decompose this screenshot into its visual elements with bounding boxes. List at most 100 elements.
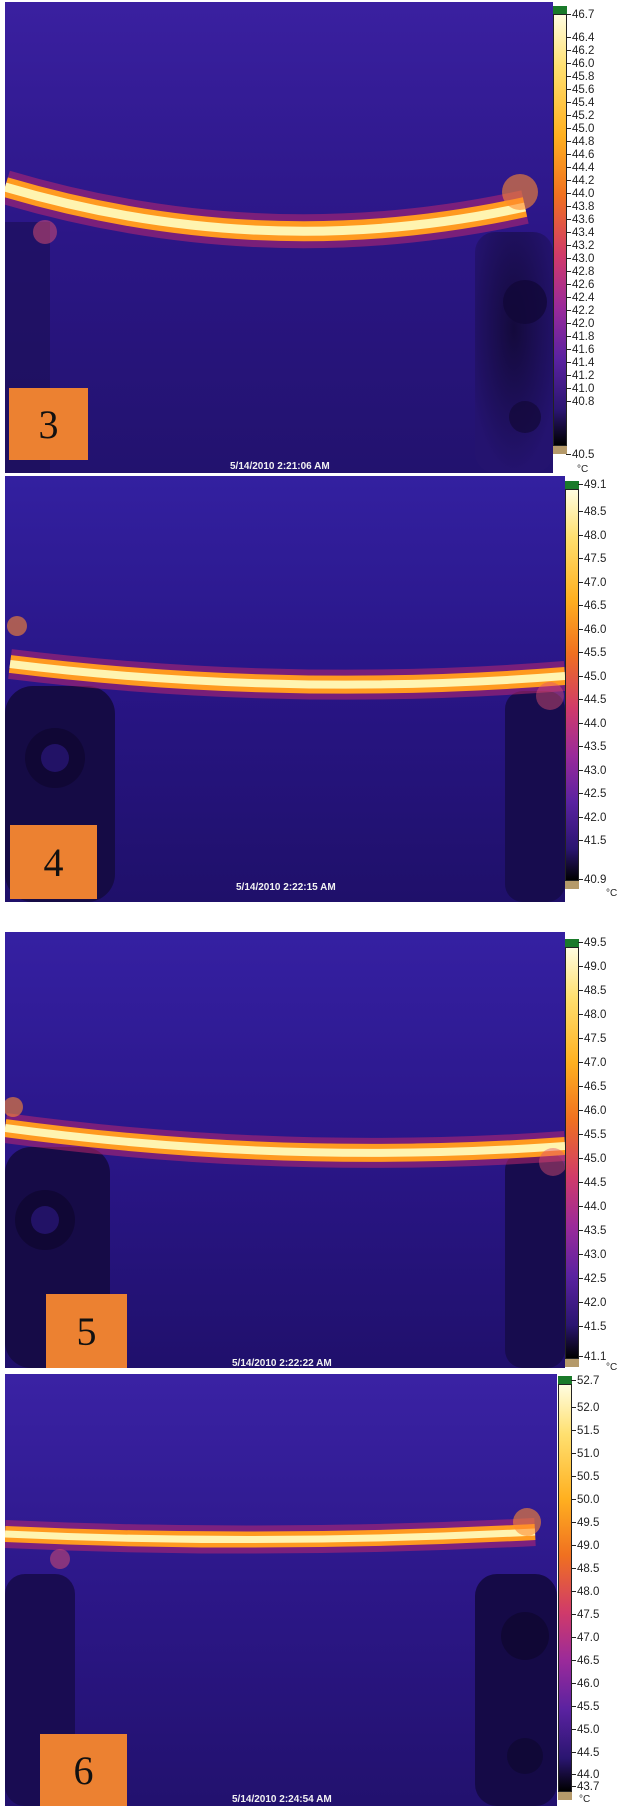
- scale-tick: 41.5: [578, 835, 606, 848]
- scale-tick: 49.5: [571, 1517, 599, 1530]
- scale-tick: 51.5: [571, 1425, 599, 1438]
- scale-top-marker: [553, 6, 567, 14]
- scale-tick: 42.5: [578, 1273, 606, 1286]
- thermal-panel-6: 6 5/14/2010 2:24:54 AM 52.7 52.0 51.5 51…: [0, 1374, 624, 1806]
- scale-tick: 49.0: [571, 1540, 599, 1553]
- scale-tick: 43.4: [566, 227, 594, 240]
- scale-tick: 44.0: [571, 1769, 599, 1782]
- scale-top-marker: [565, 939, 579, 947]
- scale-tick: 41.1: [578, 1351, 606, 1364]
- scale-tick: 52.7: [571, 1375, 599, 1388]
- scale-tick: 45.5: [571, 1701, 599, 1714]
- temperature-scale: [553, 6, 567, 456]
- scale-tick: 49.5: [578, 937, 606, 950]
- scale-tick: 45.8: [566, 71, 594, 84]
- panel-number-label: 3: [9, 388, 88, 460]
- scale-tick: 41.0: [566, 383, 594, 396]
- scale-tick: 40.8: [566, 396, 594, 409]
- scale-tick: 44.0: [578, 718, 606, 731]
- scale-tick: 49.0: [578, 961, 606, 974]
- scale-bottom-marker: [565, 1359, 579, 1367]
- scale-tick: 46.0: [578, 624, 606, 637]
- scale-tick: 45.2: [566, 110, 594, 123]
- scale-unit: °C: [606, 1362, 618, 1373]
- scale-tick: 40.5: [566, 449, 594, 462]
- scale-tick: 46.4: [566, 32, 594, 45]
- timestamp: 5/14/2010 2:22:22 AM: [232, 1358, 332, 1369]
- scale-tick: 44.5: [571, 1747, 599, 1760]
- color-gradient-bar: [565, 489, 579, 881]
- thermal-image: [5, 932, 565, 1368]
- scale-unit: °C: [606, 888, 618, 899]
- scale-tick: 44.0: [578, 1201, 606, 1214]
- scale-tick: 47.5: [578, 1033, 606, 1046]
- scale-tick: 48.0: [578, 1009, 606, 1022]
- scale-tick: 48.0: [571, 1586, 599, 1599]
- scale-unit: °C: [579, 1794, 591, 1805]
- scale-tick: 47.0: [578, 577, 606, 590]
- scale-tick: 41.8: [566, 331, 594, 344]
- scale-tick: 46.5: [578, 600, 606, 613]
- scale-tick: 46.7: [566, 9, 594, 22]
- scale-tick: 43.0: [578, 765, 606, 778]
- panel-number-label: 6: [40, 1734, 127, 1806]
- scale-tick: 45.0: [578, 671, 606, 684]
- temperature-scale: [565, 481, 579, 891]
- scale-tick: 46.5: [571, 1655, 599, 1668]
- scale-tick: 44.4: [566, 162, 594, 175]
- scale-tick: 45.0: [571, 1724, 599, 1737]
- scale-tick: 44.2: [566, 175, 594, 188]
- scale-tick: 42.5: [578, 788, 606, 801]
- scale-tick: 42.0: [566, 318, 594, 331]
- thermal-panel-4: 4 5/14/2010 2:22:15 AM 49.1 48.5 48.0 47…: [0, 476, 624, 904]
- scale-bottom-marker: [558, 1792, 572, 1800]
- scale-tick: 48.5: [571, 1563, 599, 1576]
- scale-tick: 43.7: [571, 1781, 599, 1794]
- scale-tick: 47.5: [578, 553, 606, 566]
- scale-tick: 43.6: [566, 214, 594, 227]
- scale-tick: 43.0: [566, 253, 594, 266]
- scale-tick: 47.5: [571, 1609, 599, 1622]
- scale-tick: 51.0: [571, 1448, 599, 1461]
- scale-tick: 47.0: [578, 1057, 606, 1070]
- scale-tick: 45.5: [578, 1129, 606, 1142]
- scale-tick: 43.5: [578, 1225, 606, 1238]
- scale-tick: 46.0: [571, 1678, 599, 1691]
- scale-tick: 44.0: [566, 188, 594, 201]
- scale-tick: 43.2: [566, 240, 594, 253]
- scale-tick: 43.5: [578, 741, 606, 754]
- color-gradient-bar: [558, 1384, 572, 1792]
- scale-tick: 42.6: [566, 279, 594, 292]
- scale-tick: 41.6: [566, 344, 594, 357]
- scale-tick: 46.0: [578, 1105, 606, 1118]
- scale-top-marker: [558, 1376, 572, 1384]
- scale-tick: 45.6: [566, 84, 594, 97]
- temperature-scale: [558, 1376, 572, 1802]
- scale-tick: 43.0: [578, 1249, 606, 1262]
- scale-tick: 41.5: [578, 1321, 606, 1334]
- scale-tick: 50.0: [571, 1494, 599, 1507]
- scale-tick: 48.5: [578, 985, 606, 998]
- thermal-panel-3: 3 5/14/2010 2:21:06 AM 46.7 46.4 46.2 46…: [0, 0, 624, 476]
- scale-tick: 44.5: [578, 1177, 606, 1190]
- color-gradient-bar: [565, 947, 579, 1359]
- scale-tick: 44.5: [578, 694, 606, 707]
- scale-tick: 44.8: [566, 136, 594, 149]
- scale-tick: 49.1: [578, 479, 606, 492]
- scale-tick: 52.0: [571, 1402, 599, 1415]
- scale-tick: 44.6: [566, 149, 594, 162]
- scale-tick: 50.5: [571, 1471, 599, 1484]
- scale-tick: 48.5: [578, 506, 606, 519]
- temperature-scale: [565, 939, 579, 1369]
- scale-bottom-marker: [565, 881, 579, 889]
- scale-tick: 45.5: [578, 647, 606, 660]
- panel-number-label: 4: [10, 825, 97, 899]
- scale-tick: 42.8: [566, 266, 594, 279]
- thermal-image: [5, 2, 553, 473]
- scale-top-marker: [565, 481, 579, 489]
- scale-tick: 42.0: [578, 812, 606, 825]
- timestamp: 5/14/2010 2:22:15 AM: [236, 882, 336, 893]
- scale-tick: 45.4: [566, 97, 594, 110]
- scale-tick: 46.2: [566, 45, 594, 58]
- scale-tick: 42.2: [566, 305, 594, 318]
